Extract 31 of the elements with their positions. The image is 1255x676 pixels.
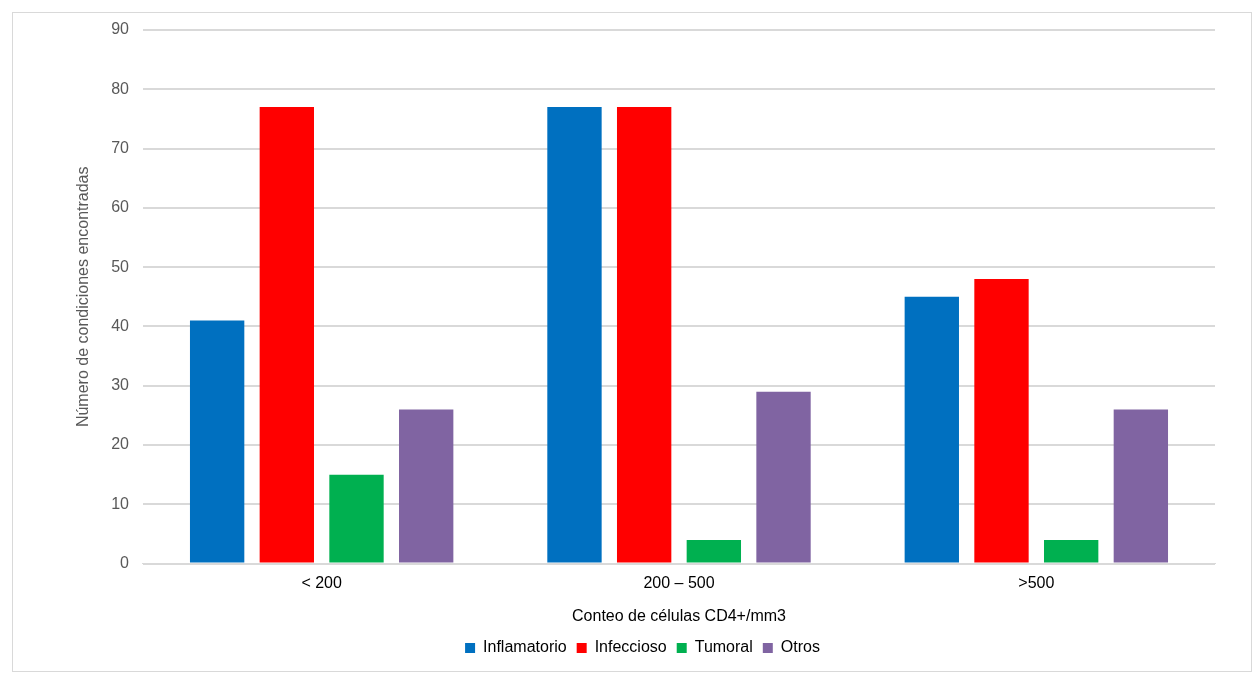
bar — [686, 539, 742, 563]
bar — [1044, 539, 1099, 563]
y-tick-label: 10 — [111, 494, 130, 512]
y-tick-label: 80 — [111, 79, 130, 97]
legend-label: Otros — [780, 638, 820, 656]
y-tick-label: 50 — [111, 257, 130, 275]
x-tick-label: 200 – 500 — [643, 573, 715, 591]
bar — [1113, 409, 1169, 563]
bar — [189, 320, 245, 563]
y-tick-label: 0 — [120, 554, 130, 572]
y-tick-label: 60 — [111, 198, 130, 216]
x-axis-title: Conteo de células CD4+/mm3 — [572, 606, 787, 624]
y-tick-label: 40 — [111, 316, 130, 334]
bar — [259, 107, 314, 563]
legend-label: Tumoral — [694, 638, 753, 656]
bar — [547, 107, 602, 563]
y-axis-title: Número de condiciones encontradas — [74, 166, 92, 428]
y-tick-label: 70 — [111, 138, 130, 156]
bar — [904, 296, 959, 563]
bar — [329, 474, 384, 563]
y-tick-label: 20 — [111, 435, 130, 453]
bar — [399, 409, 454, 563]
legend-label: Infeccioso — [594, 638, 667, 656]
y-tick-label: 30 — [111, 376, 130, 394]
bar — [756, 391, 811, 563]
x-tick-label: < 200 — [301, 573, 343, 591]
x-tick-label: >500 — [1018, 573, 1055, 591]
legend-label: Inflamatorio — [483, 638, 567, 656]
y-tick-label: 90 — [111, 20, 130, 38]
bar — [974, 279, 1029, 563]
bar — [616, 107, 672, 563]
